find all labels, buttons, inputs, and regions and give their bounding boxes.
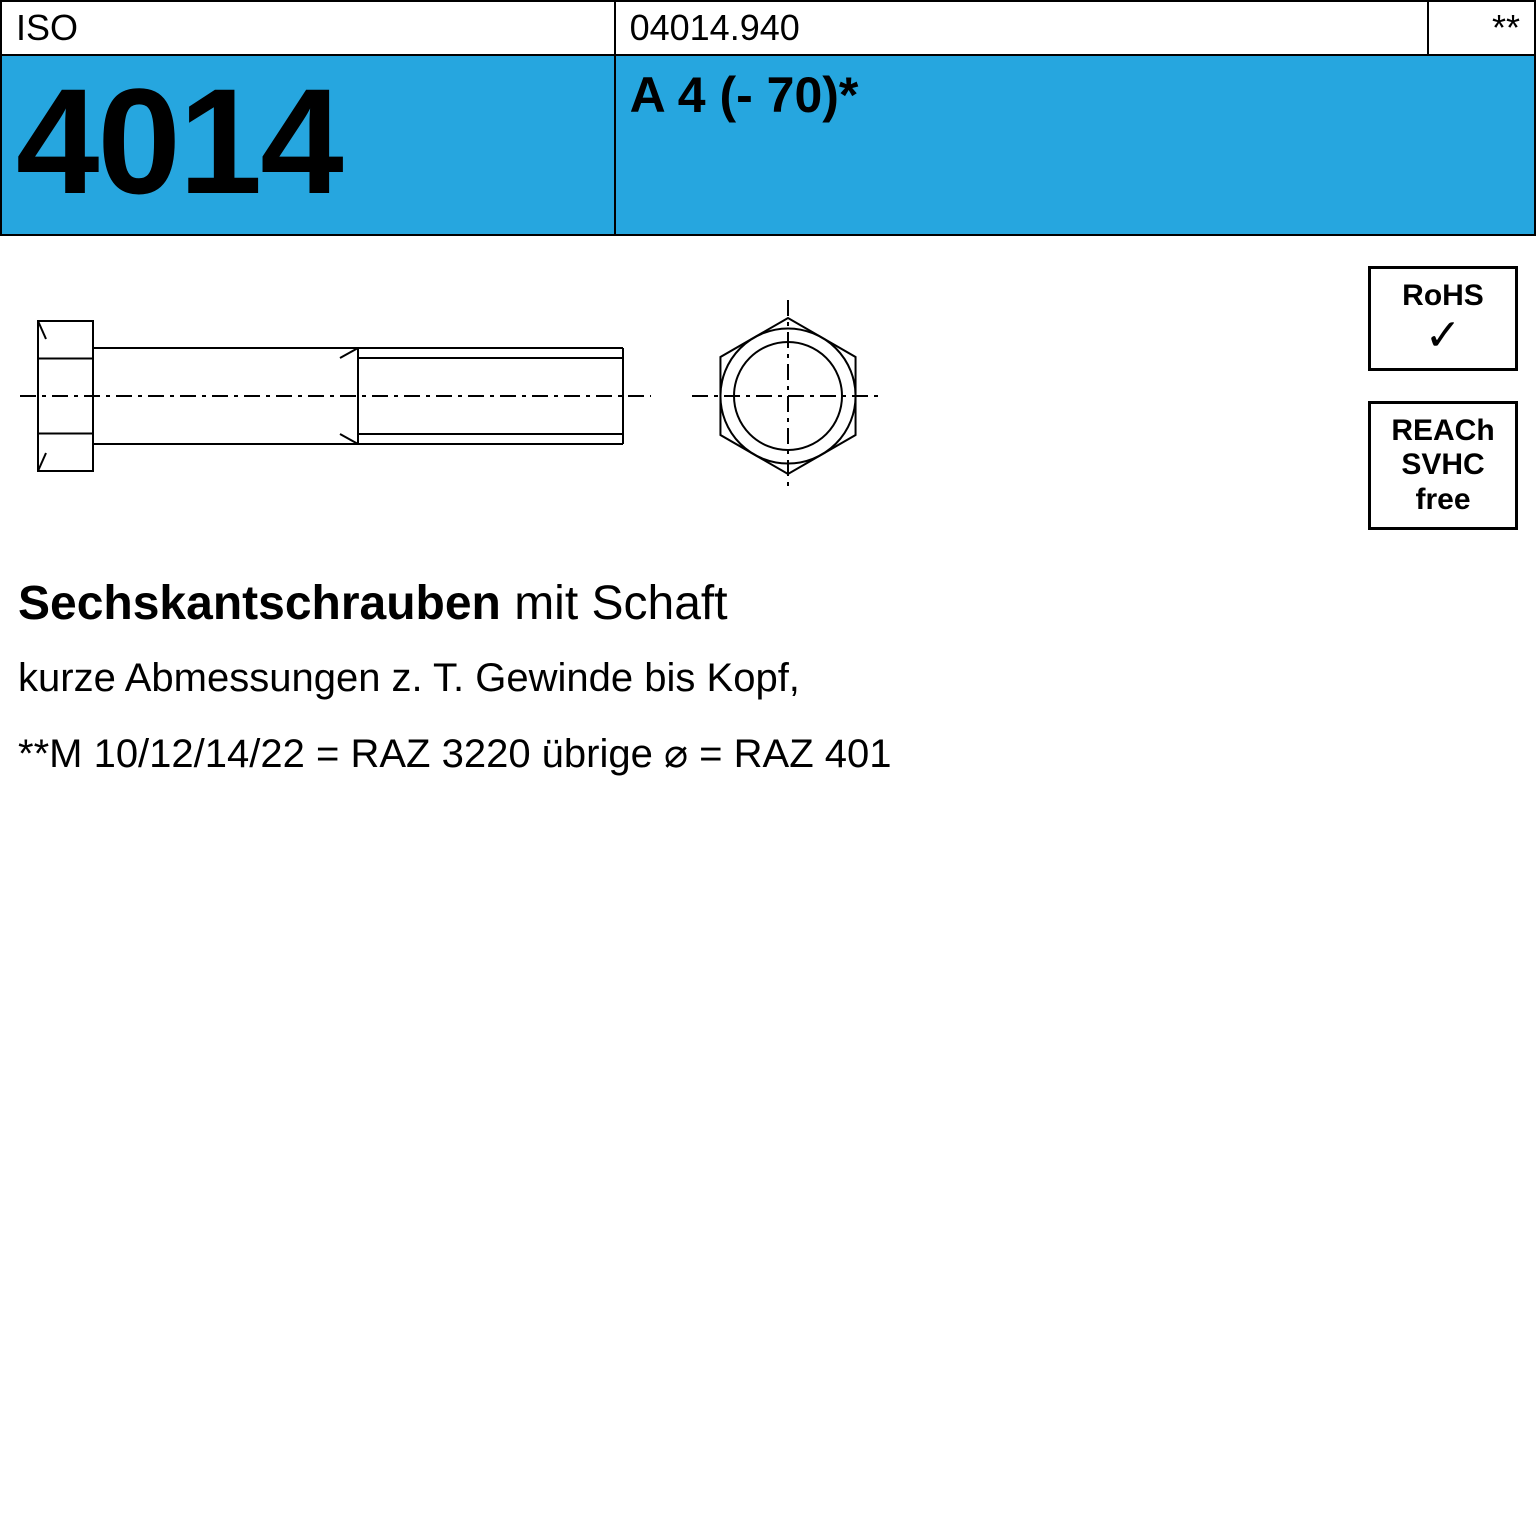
description-line-2: **M 10/12/14/22 = RAZ 3220 übrige ⌀ = RA…	[18, 725, 1518, 783]
header-code: 04014.940	[615, 1, 1428, 55]
header-material: A 4 (- 70)*	[615, 55, 1535, 235]
description-line-1: kurze Abmessungen z. T. Gewinde bis Kopf…	[18, 649, 1518, 707]
description-title: Sechskantschrauben mit Schaft	[18, 576, 1518, 631]
reach-badge: REACh SVHC free	[1368, 401, 1518, 531]
reach-line3: free	[1379, 483, 1507, 518]
rohs-badge: RoHS ✓	[1368, 266, 1518, 371]
header-asterisks: **	[1428, 1, 1535, 55]
header-standard-number: 4014	[1, 55, 615, 235]
rohs-check-icon: ✓	[1379, 314, 1507, 358]
bolt-drawing-svg	[18, 266, 918, 526]
reach-line1: REACh	[1379, 414, 1507, 449]
header-iso-label: ISO	[1, 1, 615, 55]
reach-line2: SVHC	[1379, 448, 1507, 483]
technical-drawing: RoHS ✓ REACh SVHC free	[18, 266, 1518, 526]
rohs-label: RoHS	[1379, 279, 1507, 314]
header-table: ISO 04014.940 ** 4014 A 4 (- 70)*	[0, 0, 1536, 236]
description-block: Sechskantschrauben mit Schaft kurze Abme…	[18, 576, 1518, 783]
